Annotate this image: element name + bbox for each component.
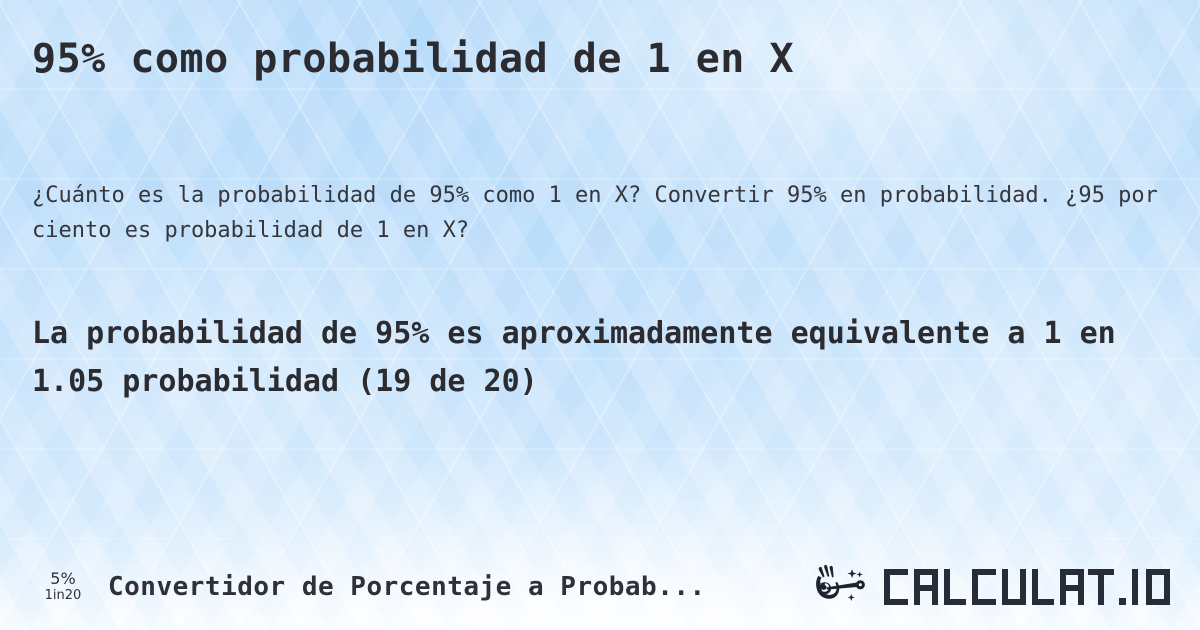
page-title: 95% como probabilidad de 1 en X — [32, 36, 795, 82]
conversion-badge: 5% 1in20 — [32, 569, 94, 603]
result-statement: La probabilidad de 95% es aproximadament… — [32, 316, 1116, 399]
footer-bar: 5% 1in20 Convertidor de Porcentaje a Pro… — [0, 544, 1200, 630]
page-description: ¿Cuánto es la probabilidad de 95% como 1… — [32, 183, 1158, 244]
badge-odds-label: 1in20 — [44, 587, 82, 603]
badge-percent-label: 5% — [50, 569, 76, 589]
magic-wand-hand-icon — [816, 565, 865, 601]
tool-name: Convertidor de Porcentaje a Probab... — [108, 572, 706, 602]
brand-logo[interactable]: CALCULAT.IO — [814, 564, 1182, 610]
brand-wordmark: CALCULAT.IO — [884, 569, 1170, 605]
